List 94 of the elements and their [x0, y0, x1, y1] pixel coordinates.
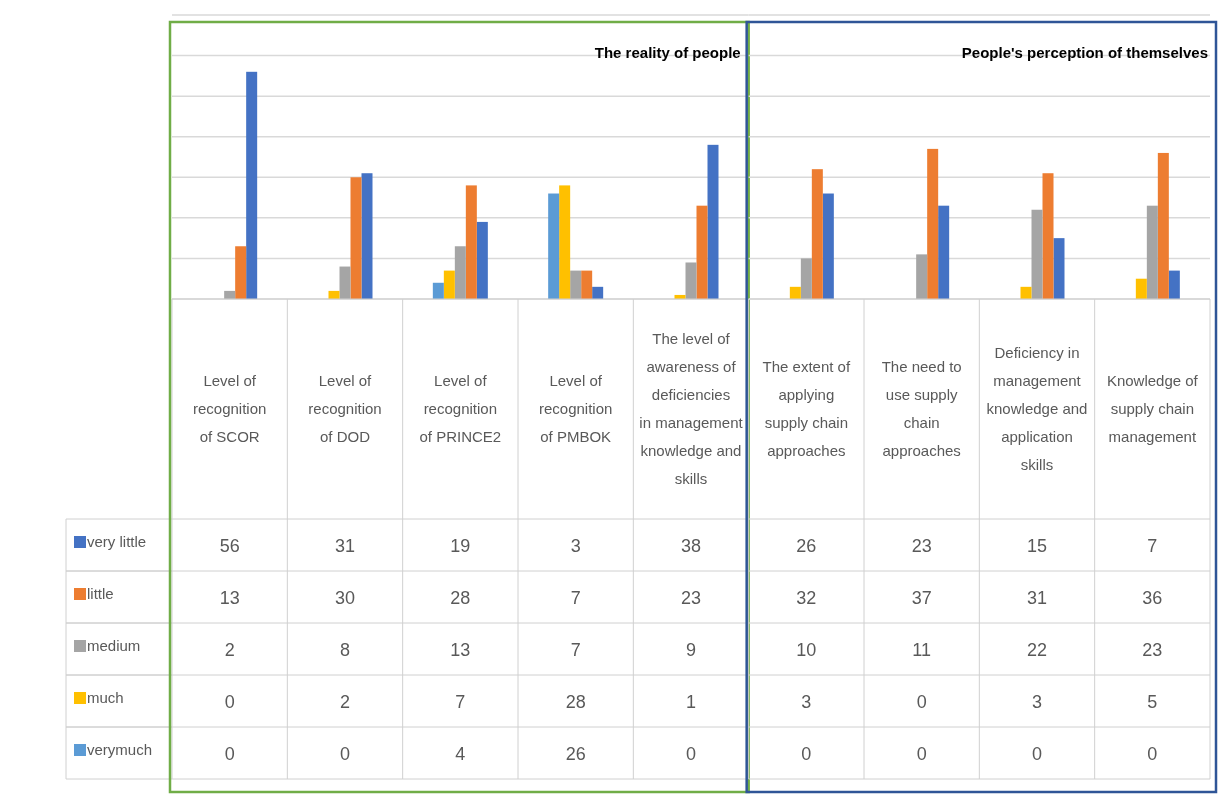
- x-tick-label: Knowledge of supply chain management: [1106, 372, 1199, 445]
- data-label: 32: [796, 588, 817, 608]
- bar: [916, 254, 928, 299]
- legend-label: much: [87, 689, 124, 706]
- x-tick-label: Level of recognition of PMBOK: [538, 372, 613, 445]
- data-label: 0: [1031, 744, 1043, 764]
- x-tick-label: Deficiency in management knowledge and application skills: [986, 344, 1088, 473]
- bar: [811, 169, 823, 299]
- data-label: 28: [565, 692, 586, 712]
- data-label: 2: [339, 692, 351, 712]
- bar: [235, 246, 247, 299]
- data-label: 7: [455, 692, 466, 712]
- data-label: 4: [455, 744, 466, 764]
- data-label: 36: [1142, 588, 1163, 608]
- data-label: 31: [334, 536, 356, 556]
- x-tick-label: The need to use supply chain approaches: [881, 358, 962, 459]
- bar: [938, 205, 950, 299]
- legend-label: little: [87, 585, 114, 602]
- data-label: 3: [1031, 692, 1043, 712]
- bar: [789, 286, 801, 299]
- x-tick-label: Level of recognition of SCOR: [192, 372, 267, 445]
- x-tick-label: Level of recognition of DOD: [308, 372, 382, 445]
- bar: [685, 262, 697, 299]
- data-label: 3: [570, 536, 581, 556]
- bar: [1157, 152, 1169, 299]
- data-label: 0: [224, 692, 235, 712]
- data-label: 7: [1147, 536, 1158, 556]
- data-label: 15: [1026, 536, 1048, 556]
- bar: [361, 173, 373, 299]
- data-label: 0: [339, 744, 351, 764]
- bar: [570, 270, 582, 299]
- data-label: 23: [911, 536, 932, 556]
- data-label: 3: [801, 692, 812, 712]
- bar: [800, 258, 812, 299]
- data-label: 26: [565, 744, 586, 764]
- text: The reality of people: [594, 44, 741, 61]
- x-tick-label: The extent of applying supply chain approaches: [762, 358, 851, 459]
- data-label: 28: [450, 588, 471, 608]
- bar: [548, 193, 560, 299]
- data-label: 38: [680, 536, 702, 556]
- data-label: 7: [570, 640, 581, 660]
- data-label: 8: [339, 640, 351, 660]
- bar: [927, 148, 939, 299]
- data-label: 37: [911, 588, 932, 608]
- data-label: 0: [916, 692, 927, 712]
- data-label: 19: [450, 536, 471, 556]
- x-tick-label: Level of recognition of PRINCE2: [419, 372, 502, 445]
- bar: [696, 205, 708, 299]
- bar: [432, 282, 444, 299]
- bar: [707, 144, 719, 299]
- data-label: 7: [570, 588, 581, 608]
- bar: [443, 270, 455, 299]
- legend-label: medium: [87, 637, 141, 654]
- data-label: 2: [224, 640, 235, 660]
- bar: [1031, 209, 1043, 299]
- bar: [476, 221, 488, 299]
- bar: [454, 246, 466, 299]
- data-label: 10: [796, 640, 817, 660]
- bar: [246, 71, 258, 299]
- bar: [350, 177, 362, 299]
- data-label: 56: [219, 536, 240, 556]
- data-label: 31: [1026, 588, 1048, 608]
- data-label: 9: [685, 640, 697, 660]
- bar: [339, 266, 351, 299]
- data-label: 23: [680, 588, 702, 608]
- legend-label: very little: [87, 533, 147, 550]
- bar: [559, 185, 571, 299]
- data-label: 30: [334, 588, 356, 608]
- legend-label: verymuch: [87, 741, 153, 758]
- bar: [822, 193, 834, 299]
- data-label: 5: [1147, 692, 1158, 712]
- data-label: 26: [796, 536, 817, 556]
- data-label: 13: [219, 588, 240, 608]
- bar: [1020, 286, 1032, 299]
- bar: [1135, 278, 1147, 299]
- data-label: 0: [685, 744, 697, 764]
- bar: [1053, 238, 1065, 299]
- text: People's perception of themselves: [961, 44, 1208, 61]
- data-label: 1: [685, 692, 697, 712]
- data-label: 23: [1142, 640, 1163, 660]
- bar: [1146, 205, 1158, 299]
- data-label: 0: [801, 744, 812, 764]
- data-label: 11: [912, 640, 932, 660]
- data-label: 0: [916, 744, 927, 764]
- data-label: 13: [450, 640, 471, 660]
- data-label: 0: [224, 744, 235, 764]
- bar: [1042, 173, 1054, 299]
- bar: [465, 185, 477, 299]
- data-label: 0: [1147, 744, 1158, 764]
- data-label: 22: [1026, 640, 1048, 660]
- bar: [581, 270, 593, 299]
- bar: [592, 286, 604, 299]
- x-tick-label: The level of awareness of deficiencies in management knowledge and skills: [639, 330, 744, 487]
- bar: [1168, 270, 1180, 299]
